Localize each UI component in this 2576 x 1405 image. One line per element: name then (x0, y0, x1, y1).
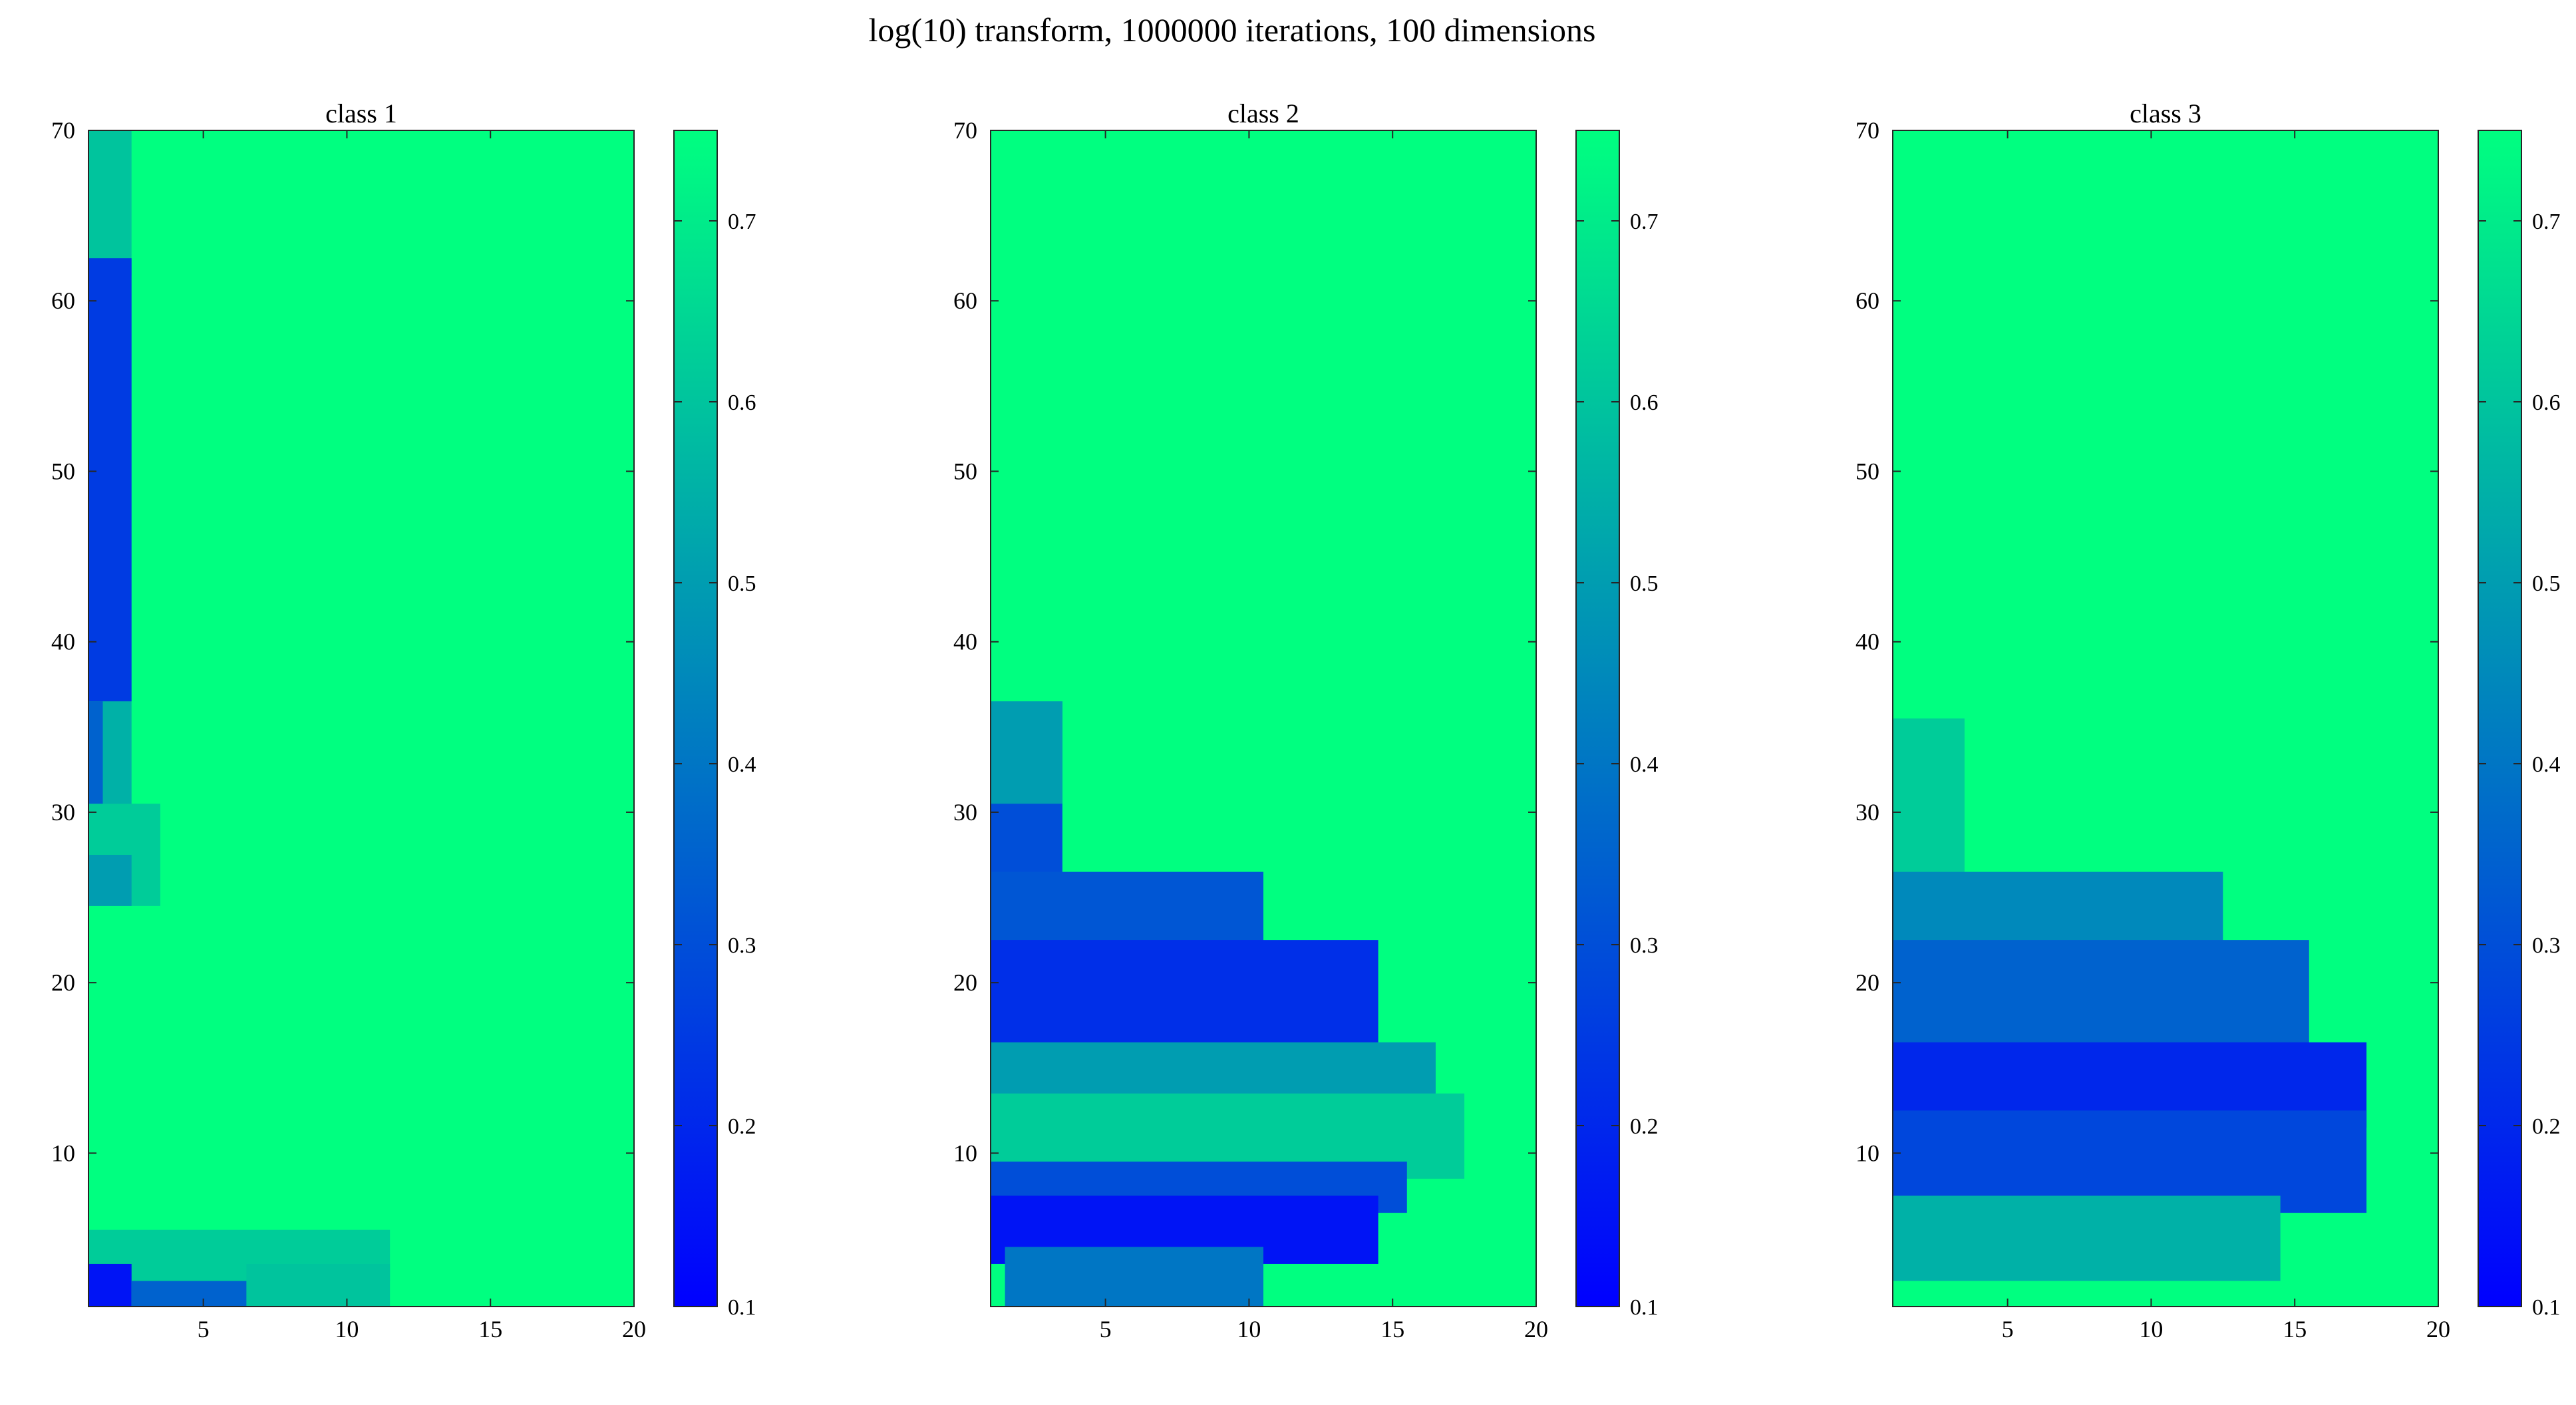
colorbar-tick-label: 0.2 (1630, 1114, 1659, 1139)
y-tick-label: 20 (1855, 969, 1879, 996)
panel-class-1: class 1 5 10 15 20 10 20 30 40 50 60 70 0.1 0.2 0.3 0.4… (51, 98, 756, 1342)
x-tick-label: 10 (1237, 1316, 1261, 1342)
x-tick-label: 5 (2002, 1316, 2014, 1342)
panel-class-3: class 3 5 10 15 20 10 20 30 40 50 60 70 0.1 0.2 0.3 0.4… (1855, 98, 2561, 1342)
figure-title: log(10) transform, 1000000 iterations, 1… (869, 11, 1596, 49)
heatmap-background (88, 130, 634, 1307)
y-tick-label: 20 (51, 969, 75, 996)
y-tick-label: 30 (953, 799, 977, 826)
y-tick-label: 40 (51, 629, 75, 655)
y-tick-label: 50 (1855, 458, 1879, 484)
colorbar-tick-label: 0.3 (1630, 933, 1659, 958)
x-tick-label: 10 (2139, 1316, 2163, 1342)
panel-title: class 2 (1227, 98, 1299, 128)
plot-frame (1892, 130, 2439, 1307)
y-tick-label: 30 (1855, 799, 1879, 826)
x-tick-label: 20 (2426, 1316, 2450, 1342)
x-tick-label: 20 (622, 1316, 646, 1342)
y-tick-label: 50 (953, 458, 977, 484)
colorbar-tick-label: 0.7 (1630, 210, 1659, 234)
colorbar-tick-label: 0.1 (2532, 1295, 2561, 1320)
colorbar-tick-label: 0.5 (1630, 571, 1659, 596)
heatmap-cell (1893, 1195, 2281, 1281)
colorbar-tick-label: 0.7 (2532, 210, 2561, 234)
panel-class-2: class 2 5 10 15 20 10 20 30 40 50 60 70 0.1 0.2 0.3 0.4… (953, 98, 1659, 1342)
colorbar-tick-label: 0.6 (2532, 390, 2561, 415)
y-tick-label: 40 (1855, 629, 1879, 655)
plot-frame (88, 130, 635, 1307)
y-tick-label: 60 (1855, 287, 1879, 314)
colorbar (2478, 130, 2522, 1307)
colorbar-tick-label: 0.2 (728, 1114, 756, 1139)
heatmap-cell (246, 1263, 391, 1307)
y-tick-label: 60 (51, 287, 75, 314)
heatmap-cell (88, 854, 132, 906)
x-tick-label: 15 (478, 1316, 502, 1342)
colorbar-tick-label: 0.3 (2532, 933, 2561, 958)
heatmap-cell (991, 940, 1378, 1060)
heatmap-cell (88, 130, 132, 275)
x-tick-label: 20 (1524, 1316, 1548, 1342)
colorbar-tick-label: 0.4 (2532, 752, 2561, 777)
heatmap-cell (88, 258, 132, 702)
colorbar-tick-label: 0.6 (728, 390, 756, 415)
x-tick-label: 5 (1100, 1316, 1112, 1342)
y-tick-label: 60 (953, 287, 977, 314)
colorbar-tick-label: 0.3 (728, 933, 756, 958)
x-tick-label: 10 (335, 1316, 359, 1342)
colorbar-tick-label: 0.4 (728, 752, 756, 777)
x-tick-label: 15 (2283, 1316, 2307, 1342)
heatmap-cell (102, 701, 132, 821)
heatmap-cell (991, 701, 1062, 804)
y-tick-label: 30 (51, 799, 75, 826)
colorbar-tick-label: 0.5 (728, 571, 756, 596)
y-tick-label: 10 (51, 1140, 75, 1166)
panel-title: class 1 (325, 98, 397, 128)
colorbar-tick-label: 0.2 (2532, 1114, 2561, 1139)
y-tick-label: 50 (51, 458, 75, 484)
heatmap-cells (1893, 718, 2367, 1281)
panel-title: class 3 (2130, 98, 2201, 128)
y-tick-label: 70 (51, 117, 75, 144)
x-tick-label: 15 (1380, 1316, 1404, 1342)
colorbar-tick-label: 0.1 (1630, 1295, 1659, 1320)
colorbar-tick-label: 0.4 (1630, 752, 1659, 777)
colorbar (1575, 130, 1620, 1307)
colorbar-tick-label: 0.6 (1630, 390, 1659, 415)
heatmap-cell (1005, 1247, 1263, 1307)
y-tick-label: 40 (953, 629, 977, 655)
heatmap-cells (991, 701, 1465, 1307)
plot-frame (990, 130, 1537, 1307)
colorbar (673, 130, 718, 1307)
heatmap-cell (88, 1263, 132, 1307)
colorbar-tick-label: 0.1 (728, 1295, 756, 1320)
y-tick-label: 70 (953, 117, 977, 144)
y-tick-label: 70 (1855, 117, 1879, 144)
y-tick-label: 10 (1855, 1140, 1879, 1166)
x-tick-label: 5 (198, 1316, 210, 1342)
panels: class 1 5 10 15 20 10 20 30 40 50 60 70 0.1 0.2 0.3 0.4… (51, 98, 2561, 1342)
y-tick-label: 10 (953, 1140, 977, 1166)
colorbar-tick-label: 0.5 (2532, 571, 2561, 596)
y-tick-label: 20 (953, 969, 977, 996)
colorbar-tick-label: 0.7 (728, 210, 756, 234)
heatmap-cell (1893, 940, 2309, 1060)
